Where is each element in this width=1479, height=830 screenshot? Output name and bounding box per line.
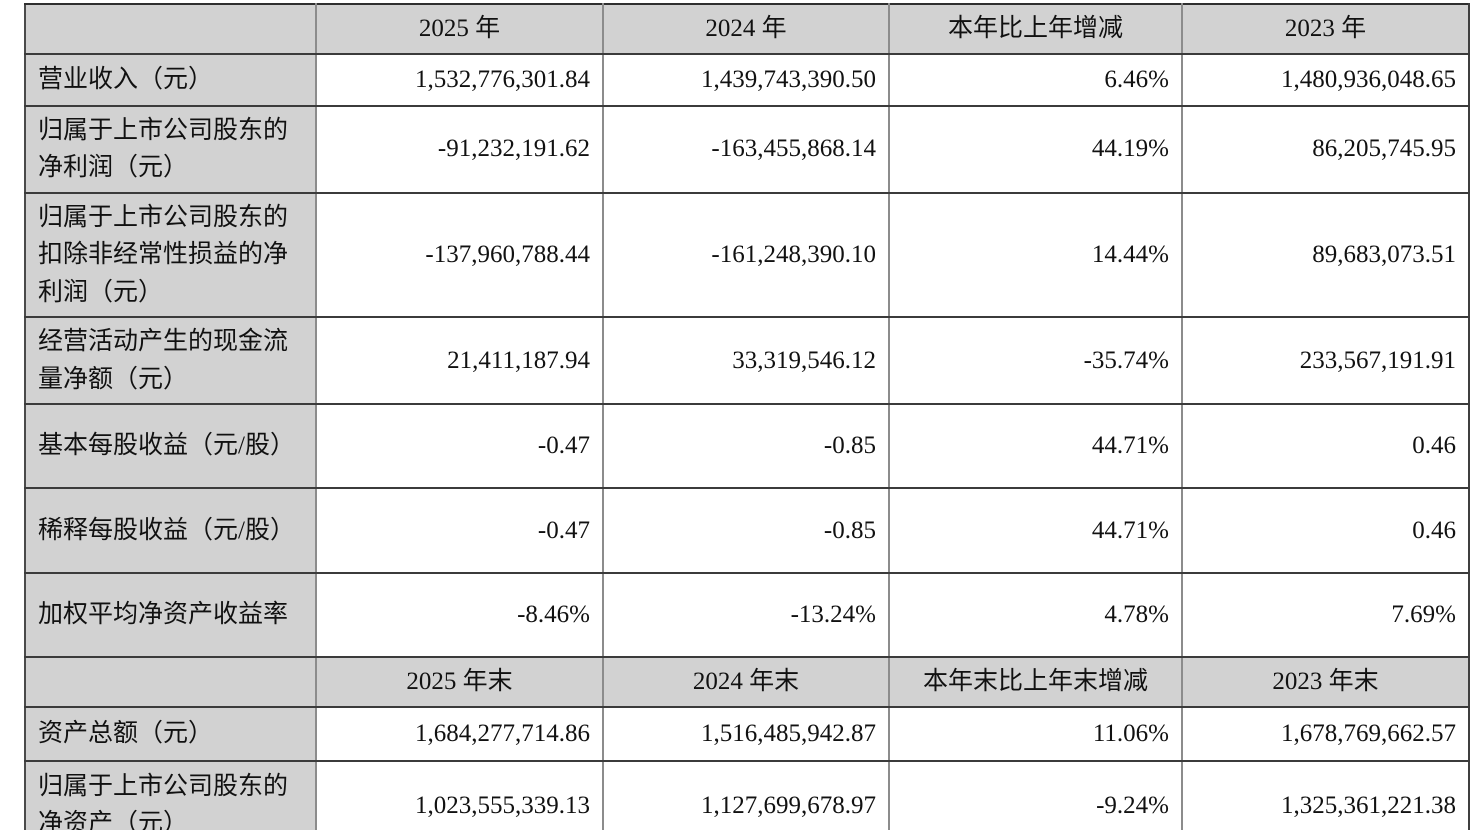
row-label: 归属于上市公司股东的净资产（元） [25, 760, 317, 830]
cell-value: -0.47 [316, 488, 604, 574]
column-header-yearend-change: 本年末比上年末增减 [889, 657, 1183, 708]
cell-value: 1,127,699,678.97 [603, 760, 890, 830]
yearend-header-row: 2025 年末 2024 年末 本年末比上年末增减 2023 年末 [25, 657, 1470, 708]
table-row-revenue: 营业收入（元） 1,532,776,301.84 1,439,743,390.5… [25, 53, 1470, 107]
cell-value: -0.85 [603, 404, 890, 489]
cell-value: 1,325,361,221.38 [1182, 760, 1470, 830]
table-row-weighted-avg-roe: 加权平均净资产收益率 -8.46% -13.24% 4.78% 7.69% [25, 573, 1470, 658]
row-label: 归属于上市公司股东的扣除非经常性损益的净利润（元） [25, 192, 317, 318]
cell-value: 14.44% [889, 192, 1183, 318]
corner-blank-cell [25, 4, 317, 55]
table-row-net-profit-excl-nonrecurring: 归属于上市公司股东的扣除非经常性损益的净利润（元） -137,960,788.4… [25, 192, 1470, 318]
column-header-2025-end: 2025 年末 [316, 657, 604, 708]
column-header-2025: 2025 年 [316, 4, 604, 55]
table-row-operating-cash-flow: 经营活动产生的现金流量净额（元） 21,411,187.94 33,319,54… [25, 317, 1470, 405]
cell-value: 7.69% [1182, 573, 1470, 658]
cell-value: 1,023,555,339.13 [316, 760, 604, 830]
corner-blank-cell [25, 657, 317, 708]
cell-value: 44.71% [889, 488, 1183, 574]
cell-value: -8.46% [316, 573, 604, 658]
cell-value: 44.71% [889, 404, 1183, 489]
cell-value: 6.46% [889, 53, 1183, 107]
column-header-2023: 2023 年 [1182, 4, 1470, 55]
cell-value: -35.74% [889, 317, 1183, 405]
cell-value: 1,532,776,301.84 [316, 53, 604, 107]
cell-value: 1,678,769,662.57 [1182, 706, 1470, 762]
row-label: 加权平均净资产收益率 [25, 573, 317, 658]
cell-value: 0.46 [1182, 404, 1470, 489]
cell-value: 4.78% [889, 573, 1183, 658]
cell-value: 233,567,191.91 [1182, 317, 1470, 405]
cell-value: -161,248,390.10 [603, 192, 890, 318]
row-label: 稀释每股收益（元/股） [25, 488, 317, 574]
column-header-2024: 2024 年 [603, 4, 890, 55]
row-label: 营业收入（元） [25, 53, 317, 107]
cell-value: 21,411,187.94 [316, 317, 604, 405]
column-header-2023-end: 2023 年末 [1182, 657, 1470, 708]
cell-value: 11.06% [889, 706, 1183, 762]
cell-value: -163,455,868.14 [603, 105, 890, 194]
cell-value: 86,205,745.95 [1182, 105, 1470, 194]
cell-value: 1,684,277,714.86 [316, 706, 604, 762]
row-label: 经营活动产生的现金流量净额（元） [25, 317, 317, 405]
key-financials-table: 2025 年 2024 年 本年比上年增减 2023 年 营业收入（元） 1,5… [24, 3, 1470, 830]
cell-value: 33,319,546.12 [603, 317, 890, 405]
row-label: 归属于上市公司股东的净利润（元） [25, 105, 317, 194]
cell-value: 89,683,073.51 [1182, 192, 1470, 318]
table-row-basic-eps: 基本每股收益（元/股） -0.47 -0.85 44.71% 0.46 [25, 404, 1470, 489]
table-row-net-assets: 归属于上市公司股东的净资产（元） 1,023,555,339.13 1,127,… [25, 760, 1470, 830]
cell-value: -137,960,788.44 [316, 192, 604, 318]
cell-value: 44.19% [889, 105, 1183, 194]
cell-value: 1,480,936,048.65 [1182, 53, 1470, 107]
table-row-diluted-eps: 稀释每股收益（元/股） -0.47 -0.85 44.71% 0.46 [25, 488, 1470, 574]
cell-value: -0.85 [603, 488, 890, 574]
column-header-yoy-change: 本年比上年增减 [889, 4, 1183, 55]
row-label: 资产总额（元） [25, 706, 317, 762]
column-header-2024-end: 2024 年末 [603, 657, 890, 708]
cell-value: 1,439,743,390.50 [603, 53, 890, 107]
cell-value: 0.46 [1182, 488, 1470, 574]
table-row-net-profit: 归属于上市公司股东的净利润（元） -91,232,191.62 -163,455… [25, 105, 1470, 194]
row-label: 基本每股收益（元/股） [25, 404, 317, 489]
table-row-total-assets: 资产总额（元） 1,684,277,714.86 1,516,485,942.8… [25, 706, 1470, 762]
annual-header-row: 2025 年 2024 年 本年比上年增减 2023 年 [25, 4, 1470, 55]
cell-value: -13.24% [603, 573, 890, 658]
cell-value: 1,516,485,942.87 [603, 706, 890, 762]
cell-value: -9.24% [889, 760, 1183, 830]
cell-value: -0.47 [316, 404, 604, 489]
cell-value: -91,232,191.62 [316, 105, 604, 194]
